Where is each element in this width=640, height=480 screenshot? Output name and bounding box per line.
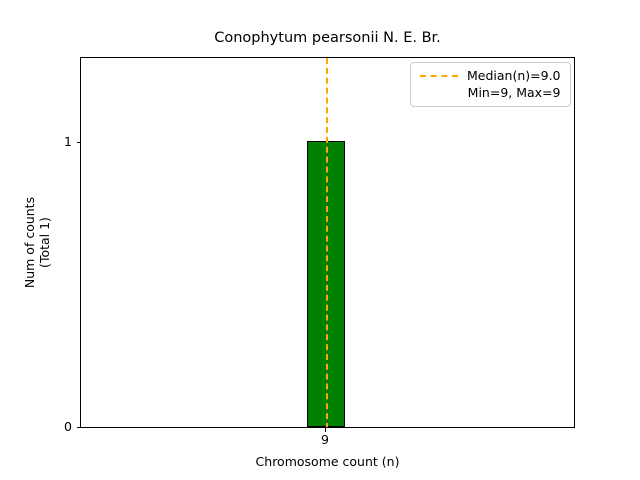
x-axis-label: Chromosome count (n) — [255, 454, 400, 469]
y-axis-label-line2: (Total 1) — [37, 217, 52, 268]
chart-legend: Median(n)=9.0 Min=9, Max=9 — [410, 62, 571, 107]
xtick-label-9: 9 — [321, 432, 329, 447]
median-line — [326, 58, 328, 427]
legend-entry-range: Min=9, Max=9 — [420, 86, 561, 100]
ytick-label-0: 0 — [64, 419, 72, 434]
dashed-line-icon — [420, 75, 458, 77]
ytick-label-1: 1 — [64, 133, 72, 149]
chart-title: Conophytum pearsonii N. E. Br. — [214, 30, 441, 46]
ytick-mark-0 — [76, 427, 80, 428]
legend-label-range: Min=9, Max=9 — [467, 85, 561, 100]
plot-area — [80, 57, 575, 428]
xtick-mark-9 — [325, 428, 326, 432]
y-axis-label-line1: Num of counts — [22, 196, 37, 289]
y-axis-label: Num of counts (Total 1) — [22, 57, 62, 428]
ytick-mark-1 — [76, 141, 80, 143]
legend-label-median: Median(n)=9.0 — [467, 68, 561, 83]
legend-entry-median: Median(n)=9.0 — [420, 69, 561, 83]
